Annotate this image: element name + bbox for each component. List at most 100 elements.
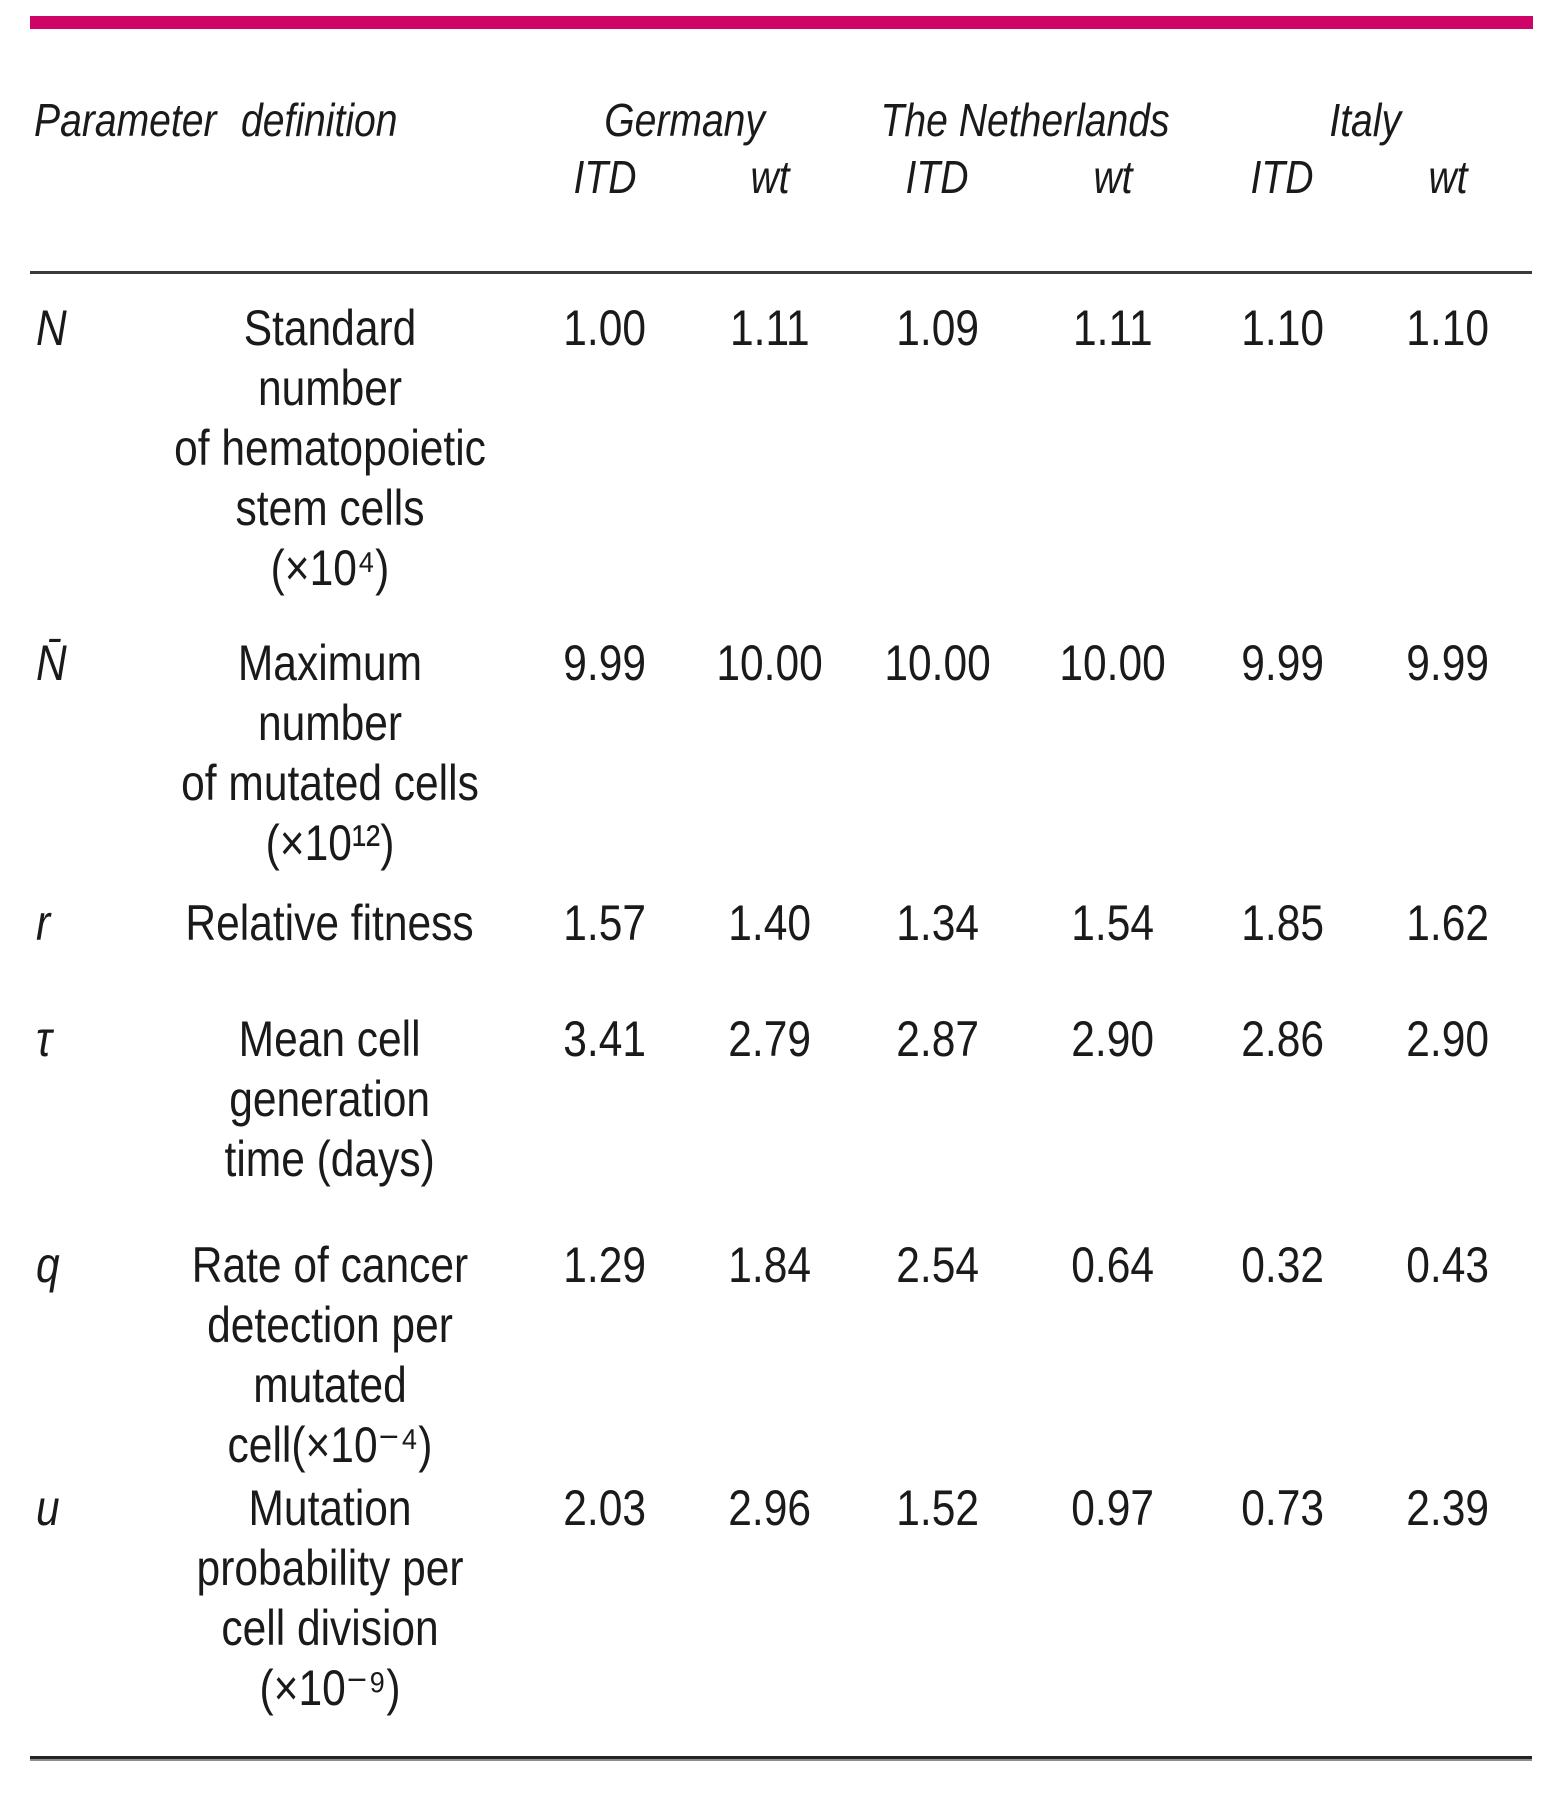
value-text: 1.09 xyxy=(896,300,979,356)
value-text: 1.57 xyxy=(563,895,647,951)
column-group-germany: Germany xyxy=(520,92,850,149)
parameter-symbol-text: q xyxy=(36,1237,60,1293)
column-group-netherlands-label: The Netherlands xyxy=(880,94,1170,146)
parameter-symbol-text: N̄ xyxy=(36,635,67,691)
value-netherlands-wt: 1.54 xyxy=(1025,893,1200,953)
value-italy-wt: 1.62 xyxy=(1365,893,1530,953)
value-text: 1.11 xyxy=(730,300,810,356)
value-text: 1.10 xyxy=(1406,300,1489,356)
value-germany-wt: 1.84 xyxy=(690,1235,850,1475)
value-text: 1.62 xyxy=(1406,895,1489,951)
value-germany-wt: 2.79 xyxy=(690,1009,850,1189)
table-row: τ Mean cell generation time (days) 3.41 … xyxy=(30,1009,1530,1189)
value-text: 2.03 xyxy=(563,1480,647,1536)
column-header-parameter-definition-label: Parameter definition xyxy=(34,94,398,146)
value-text: 9.99 xyxy=(563,635,647,691)
subcolumn-header-italy-wt: wt xyxy=(1365,149,1530,206)
value-netherlands-itd: 1.34 xyxy=(850,893,1025,953)
table-row: q Rate of cancer detection per mutated c… xyxy=(30,1235,1530,1475)
value-italy-itd: 0.32 xyxy=(1200,1235,1365,1475)
value-text: 1.34 xyxy=(896,895,979,951)
table-row: r Relative fitness 1.57 1.40 1.34 1.54 1… xyxy=(30,893,1530,953)
parameter-definition: Relative fitness xyxy=(140,893,520,953)
parameter-symbol: τ xyxy=(30,1009,140,1189)
value-text: 2.90 xyxy=(1071,1011,1154,1067)
value-text: 2.90 xyxy=(1406,1011,1489,1067)
parameter-symbol-text: r xyxy=(36,895,51,951)
value-netherlands-wt: 1.11 xyxy=(1025,298,1200,598)
parameter-symbol: u xyxy=(30,1478,140,1718)
value-italy-itd: 0.73 xyxy=(1200,1478,1365,1718)
value-netherlands-wt: 0.97 xyxy=(1025,1478,1200,1718)
value-text: 1.29 xyxy=(563,1237,647,1293)
parameter-definition: Rate of cancer detection per mutated cel… xyxy=(140,1235,520,1475)
value-text: 10.00 xyxy=(884,635,991,691)
column-group-netherlands: The Netherlands xyxy=(850,92,1200,149)
table-header-row-groups: Parameter definition Germany The Netherl… xyxy=(30,92,1530,149)
value-germany-itd: 2.03 xyxy=(520,1478,690,1718)
value-netherlands-itd: 2.87 xyxy=(850,1009,1025,1189)
table-header-row-subcolumns: ITD wt ITD wt ITD wt xyxy=(30,149,1530,206)
value-text: 0.73 xyxy=(1241,1480,1324,1536)
table-row: N Standard number of hematopoietic stem … xyxy=(30,298,1530,598)
value-netherlands-wt: 2.90 xyxy=(1025,1009,1200,1189)
value-text: 1.85 xyxy=(1241,895,1324,951)
parameter-definition: Standard number of hematopoietic stem ce… xyxy=(140,298,520,598)
value-text: 2.87 xyxy=(896,1011,979,1067)
value-text: 10.00 xyxy=(1059,635,1166,691)
value-text: 1.52 xyxy=(896,1480,979,1536)
value-germany-wt: 10.00 xyxy=(690,633,850,873)
subcolumn-header-italy-itd-label: ITD xyxy=(1250,151,1314,203)
value-germany-itd: 3.41 xyxy=(520,1009,690,1189)
value-italy-wt: 1.10 xyxy=(1365,298,1530,598)
value-text: 2.96 xyxy=(728,1480,812,1536)
subcolumn-header-germany-wt: wt xyxy=(690,149,850,206)
value-germany-wt: 1.11 xyxy=(690,298,850,598)
value-text: 2.39 xyxy=(1406,1480,1489,1536)
value-italy-itd: 1.10 xyxy=(1200,298,1365,598)
value-text: 9.99 xyxy=(1406,635,1489,691)
value-netherlands-itd: 10.00 xyxy=(850,633,1025,873)
parameter-symbol: N xyxy=(30,298,140,598)
value-text: 0.64 xyxy=(1071,1237,1154,1293)
column-group-italy: Italy xyxy=(1200,92,1530,149)
value-netherlands-wt: 0.64 xyxy=(1025,1235,1200,1475)
value-text: 2.86 xyxy=(1241,1011,1324,1067)
parameter-symbol-text: τ xyxy=(36,1011,52,1067)
subcolumn-header-netherlands-itd-label: ITD xyxy=(905,151,969,203)
value-germany-itd: 1.57 xyxy=(520,893,690,953)
parameter-definition-text: Mutation probability per cell division (… xyxy=(196,1480,464,1716)
parameter-symbol-text: u xyxy=(36,1480,60,1536)
value-text: 10.00 xyxy=(716,635,824,691)
value-text: 1.11 xyxy=(1072,300,1153,356)
parameter-definition-text: Rate of cancer detection per mutated cel… xyxy=(191,1237,469,1473)
value-italy-wt: 0.43 xyxy=(1365,1235,1530,1475)
parameter-definition: Maximum number of mutated cells (×10¹²) xyxy=(140,633,520,873)
value-text: 2.54 xyxy=(896,1237,979,1293)
value-italy-itd: 1.85 xyxy=(1200,893,1365,953)
value-netherlands-wt: 10.00 xyxy=(1025,633,1200,873)
value-netherlands-itd: 1.09 xyxy=(850,298,1025,598)
value-text: 0.43 xyxy=(1406,1237,1489,1293)
parameter-symbol: N̄ xyxy=(30,633,140,873)
value-italy-wt: 2.39 xyxy=(1365,1478,1530,1718)
subcolumn-header-germany-itd: ITD xyxy=(520,149,690,206)
table-row: N̄ Maximum number of mutated cells (×10¹… xyxy=(30,633,1530,873)
parameter-definition: Mutation probability per cell division (… xyxy=(140,1478,520,1718)
subcolumn-header-italy-itd: ITD xyxy=(1200,149,1365,206)
header-rule xyxy=(30,271,1532,274)
value-italy-wt: 2.90 xyxy=(1365,1009,1530,1189)
subcolumn-header-netherlands-itd: ITD xyxy=(850,149,1025,206)
subcolumn-header-netherlands-wt-label: wt xyxy=(1092,151,1133,203)
subcolumn-header-germany-wt-label: wt xyxy=(750,151,790,203)
value-netherlands-itd: 1.52 xyxy=(850,1478,1025,1718)
subcolumn-header-italy-wt-label: wt xyxy=(1427,151,1468,203)
value-italy-itd: 9.99 xyxy=(1200,633,1365,873)
column-header-parameter-definition: Parameter definition xyxy=(30,92,520,149)
value-germany-wt: 1.40 xyxy=(690,893,850,953)
value-text: 1.84 xyxy=(728,1237,812,1293)
parameter-definition-text: Maximum number of mutated cells (×10¹²) xyxy=(181,635,479,871)
top-accent-rule xyxy=(30,16,1533,29)
column-group-germany-label: Germany xyxy=(604,94,766,146)
value-germany-itd: 1.00 xyxy=(520,298,690,598)
